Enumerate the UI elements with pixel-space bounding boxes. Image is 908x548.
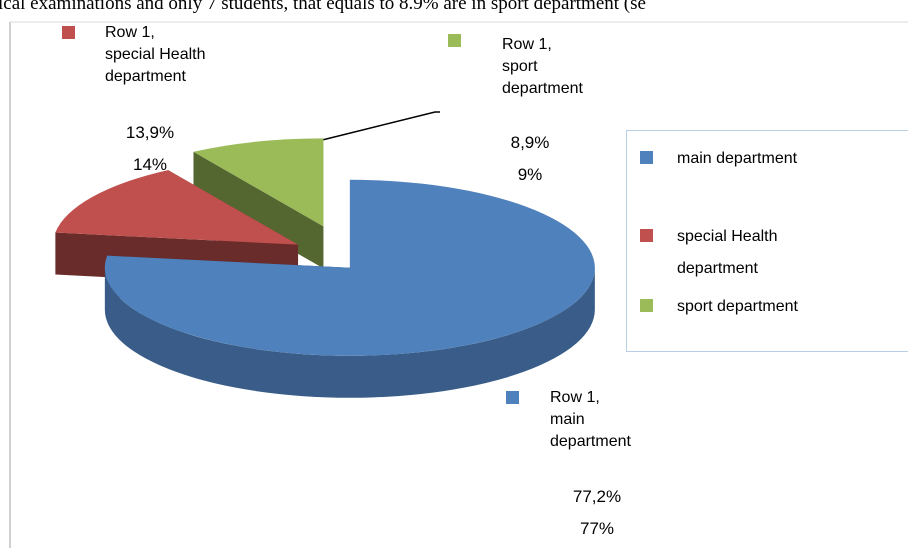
legend-swatch: [640, 299, 653, 312]
data-label-series: Row 1,: [550, 389, 600, 406]
data-label-value: 77,2%: [572, 487, 622, 506]
slice-side: [193, 151, 324, 269]
data-label-category: sport department: [502, 58, 583, 97]
slice-wall: [104, 267, 595, 398]
data-label-swatch: [448, 34, 461, 47]
legend-label: main department: [677, 150, 798, 167]
slice: [193, 138, 324, 227]
data-label-value: 9%: [517, 165, 543, 184]
slice: [104, 179, 595, 356]
data-label: Row 1, special Health department: [105, 22, 217, 88]
slice: [55, 170, 299, 245]
data-label-value: 13,9%: [125, 123, 175, 142]
legend-swatch: [640, 229, 653, 242]
data-label-value: 8,9%: [510, 133, 550, 152]
data-label-series: Row 1,: [105, 24, 155, 41]
data-label-value: 77%: [579, 519, 615, 538]
legend-label: special Health department: [677, 228, 778, 277]
data-label-swatch: [62, 26, 75, 39]
legend-label: sport department: [677, 298, 798, 315]
legend: main department special Health department…: [626, 130, 908, 352]
data-label-category: main department: [550, 411, 631, 450]
document-text: ical examinations and only 7 students, t…: [0, 0, 646, 14]
leader-line: [289, 111, 440, 149]
data-label-swatch: [506, 391, 519, 404]
data-label-category: special Health department: [105, 46, 206, 85]
data-label: Row 1, main department: [550, 387, 662, 453]
data-label-value: 14%: [132, 155, 168, 174]
legend-swatch: [640, 151, 653, 164]
data-label: Row 1, sport department: [502, 34, 614, 100]
data-label-series: Row 1,: [502, 36, 552, 53]
